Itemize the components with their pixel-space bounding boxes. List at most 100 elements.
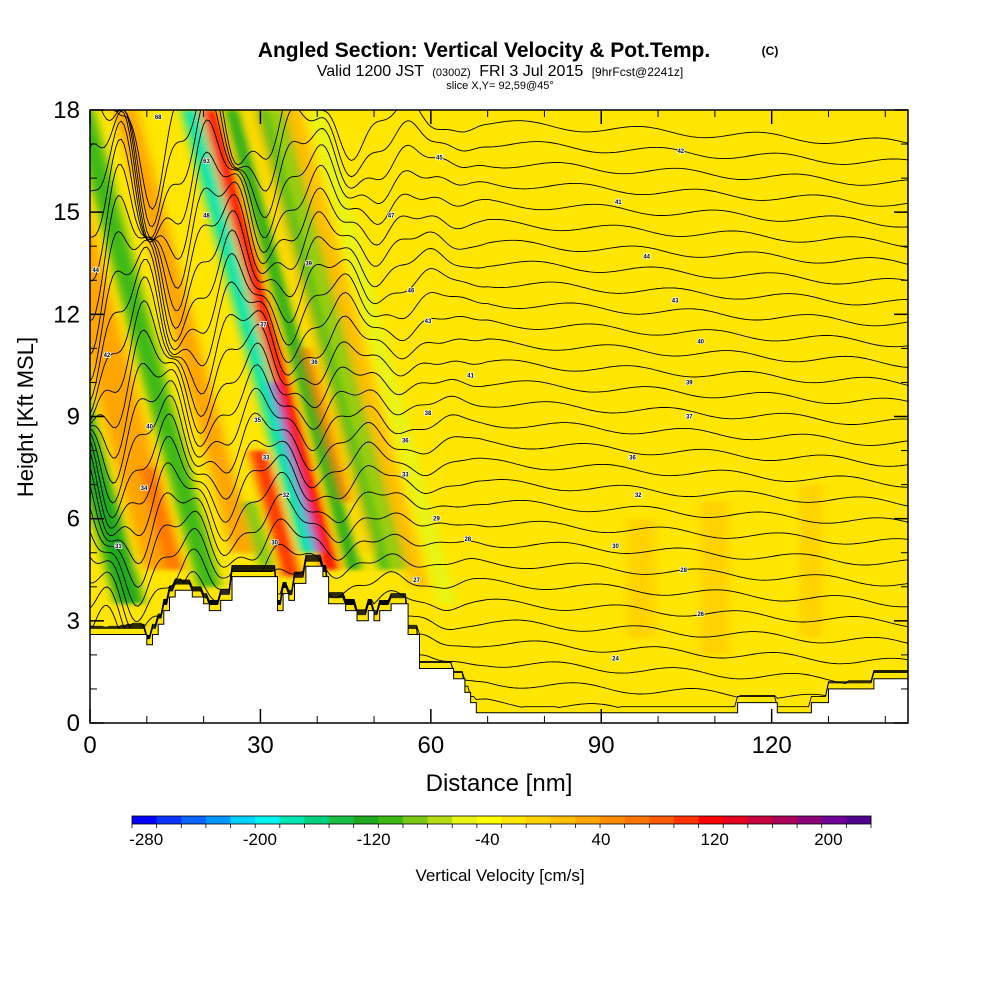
velocity-band-7 [249, 450, 301, 577]
theta-label-8: 37 [260, 323, 267, 329]
chart-title: Angled Section: Vertical Velocity & Pot.… [258, 39, 710, 62]
x-axis: 0 30 60 90 120 [83, 110, 886, 759]
colorbar-swatch-29 [846, 816, 872, 824]
colorbar-swatch-4 [230, 816, 256, 824]
theta-label-19: 41 [467, 374, 474, 380]
theta-contour-20 [90, 246, 908, 382]
colorbar-swatch-17 [550, 816, 576, 824]
valid-prefix: Valid 1200 JST [317, 63, 425, 80]
colorbar-swatch-18 [575, 816, 601, 824]
colorbar-swatch-3 [205, 816, 231, 824]
theta-contour-3 [90, 556, 908, 665]
theta-label-14: 36 [311, 360, 318, 366]
colorbar-swatch-15 [501, 816, 527, 824]
theta-label-16: 46 [408, 289, 415, 295]
colorbar-swatch-22 [673, 816, 699, 824]
theta-label-33: 36 [629, 455, 636, 461]
y-tick-label-5: 15 [53, 199, 80, 226]
theta-label-12: 30 [271, 541, 278, 547]
colorbar-tick-label-4: 40 [592, 830, 611, 849]
theta-label-15: 47 [388, 214, 395, 220]
valid-date: FRI 3 Jul 2015 [479, 63, 583, 80]
theta-contour-12 [90, 413, 908, 519]
colorbar-swatch-11 [402, 816, 428, 824]
theta-contour-8 [90, 507, 908, 588]
theta-label-4: 42 [104, 353, 111, 359]
velocity-band-10 [201, 110, 339, 570]
velocity-bands [90, 110, 823, 655]
theta-contour-23 [90, 164, 908, 312]
velocity-band-12 [224, 110, 362, 570]
velocity-band-14 [256, 110, 392, 570]
colorbar-swatch-23 [698, 816, 724, 824]
theta-contour-11 [90, 435, 908, 529]
velocity-band-3 [139, 467, 184, 570]
theta-label-25: 27 [413, 578, 420, 584]
colorbar-swatch-6 [279, 816, 305, 824]
theta-contour-22 [90, 194, 908, 329]
theta-contour-25 [90, 120, 908, 261]
theta-label-34: 32 [635, 493, 642, 499]
theta-label-30: 40 [697, 340, 704, 346]
theta-label-3: 44 [92, 268, 99, 274]
theta-label-38: 24 [612, 656, 619, 662]
colorbar-swatch-24 [723, 816, 749, 824]
theta-contour-27 [100, 110, 908, 238]
y-tick-label-6: 18 [53, 97, 80, 124]
theta-label-24: 28 [464, 537, 471, 543]
theta-label-1: 63 [203, 159, 210, 165]
theta-label-20: 38 [425, 411, 432, 417]
theta-contour-9 [90, 485, 908, 565]
theta-label-7: 31 [115, 544, 122, 550]
colorbar-swatch-2 [181, 816, 207, 824]
theta-label-21: 36 [402, 438, 409, 444]
theta-contours [90, 110, 908, 708]
y-tick-label-1: 3 [67, 608, 80, 635]
theta-label-11: 32 [283, 493, 290, 499]
colorbar-swatch-9 [353, 816, 379, 824]
x-tick-label-3: 90 [588, 732, 615, 759]
y-tick-label-4: 12 [53, 301, 80, 328]
colorbar-swatch-13 [452, 816, 478, 824]
colorbar-swatch-27 [797, 816, 823, 824]
colorbar-swatch-8 [329, 816, 354, 824]
velocity-band-18 [626, 518, 656, 638]
velocity-band-16 [283, 110, 428, 587]
theta-label-35: 30 [612, 544, 619, 550]
velocity-band-17 [307, 110, 457, 604]
colorbar-label: Vertical Velocity [cm/s] [415, 866, 584, 885]
velocity-band-6 [241, 501, 274, 567]
theta-label-9: 35 [254, 418, 261, 424]
theta-contour-18 [90, 276, 908, 414]
theta-contour-19 [90, 258, 908, 402]
theta-contour-21 [90, 229, 908, 356]
colorbar-swatch-5 [255, 816, 281, 824]
colorbar-swatch-25 [747, 816, 773, 824]
colorbar-swatch-16 [526, 816, 552, 824]
theta-label-31: 39 [686, 380, 693, 386]
x-axis-label: Distance [nm] [426, 770, 573, 797]
colorbar-tick-label-2: -120 [357, 830, 391, 849]
velocity-band-19 [700, 501, 730, 655]
theta-label-18: 45 [436, 156, 443, 162]
theta-contour-15 [90, 362, 908, 459]
theta-label-37: 26 [697, 612, 704, 618]
colorbar-tick-label-0: -280 [129, 830, 163, 849]
theta-contour-7 [90, 528, 908, 607]
velocity-band-15 [272, 110, 410, 570]
theta-contour-2 [90, 557, 908, 685]
copyright-mark: (C) [762, 44, 779, 58]
colorbar-swatch-10 [378, 816, 404, 824]
theta-contour-13 [90, 394, 908, 504]
theta-label-26: 42 [677, 149, 684, 155]
colorbar-swatch-20 [624, 816, 650, 824]
theta-label-10: 33 [263, 455, 270, 461]
x-tick-label-1: 30 [247, 732, 274, 759]
forecast-info: [9hrFcst@2241z] [592, 65, 684, 79]
colorbar-swatch-7 [304, 816, 330, 824]
theta-contour-29 [115, 110, 908, 210]
theta-label-28: 44 [643, 254, 650, 260]
y-tick-label-0: 0 [67, 710, 80, 737]
